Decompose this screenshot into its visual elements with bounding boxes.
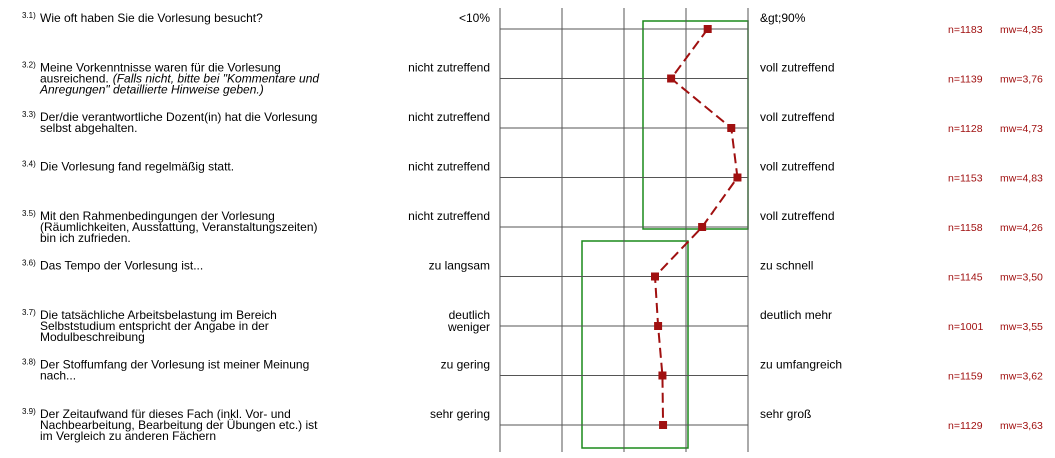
item-number: 3.5) — [22, 209, 36, 218]
item-number: 3.1) — [22, 11, 36, 20]
mean-marker — [733, 173, 742, 182]
n-label: n=1158 — [948, 222, 983, 234]
left-label: sehr gering — [430, 407, 490, 421]
question-note: (Falls nicht, bitte bei "Kommentare und — [113, 72, 320, 86]
item-number: 3.8) — [22, 358, 36, 367]
right-label: voll zutreffend — [760, 209, 835, 223]
left-label: nicht zutreffend — [408, 61, 490, 75]
mean-marker — [658, 371, 667, 380]
mean-label: mw=4,35 — [1000, 24, 1043, 36]
n-label: n=1145 — [948, 272, 983, 284]
question: nach... — [40, 369, 76, 383]
mean-marker — [651, 272, 659, 281]
left-label: nicht zutreffend — [408, 110, 490, 124]
mean-marker — [703, 25, 712, 33]
group-box — [581, 240, 689, 449]
item-number: 3.3) — [22, 110, 36, 119]
right-label: deutlich mehr — [760, 308, 832, 322]
left-label: <10% — [459, 11, 490, 25]
mean-label: mw=3,55 — [1000, 321, 1043, 333]
item-number: 3.2) — [22, 61, 36, 70]
question: bin ich zufrieden. — [40, 231, 131, 245]
left-label: zu langsam — [429, 259, 490, 273]
question: Modulbeschreibung — [40, 330, 145, 344]
right-label: &gt;90% — [760, 11, 806, 25]
question: im Vergleich zu anderen Fächern — [40, 429, 216, 443]
right-label: voll zutreffend — [760, 110, 835, 124]
item-number: 3.6) — [22, 259, 36, 268]
question: Wie oft haben Sie die Vorlesung besucht? — [40, 11, 263, 25]
n-label: n=1128 — [948, 123, 983, 135]
left-label: nicht zutreffend — [408, 209, 490, 223]
mean-label: mw=3,50 — [1000, 272, 1043, 284]
n-label: n=1159 — [948, 371, 983, 383]
n-label: n=1153 — [948, 173, 983, 185]
item-number: 3.7) — [22, 308, 36, 317]
question: Meine Vorkenntnisse waren für die Vorles… — [40, 61, 281, 75]
left-label: zu gering — [441, 358, 490, 372]
right-label: voll zutreffend — [760, 160, 835, 174]
mean-marker — [659, 421, 668, 429]
mean-label: mw=3,62 — [1000, 371, 1043, 383]
left-label: deutlich — [449, 308, 490, 322]
mean-label: mw=4,73 — [1000, 123, 1043, 135]
question: Selbststudium entspricht der Angabe in d… — [40, 319, 269, 333]
question-note: Anregungen" detaillierte Hinweise geben.… — [39, 83, 264, 97]
n-label: n=1001 — [948, 321, 983, 333]
item-number: 3.9) — [22, 407, 36, 416]
question: Der Stoffumfang der Vorlesung ist meiner… — [40, 358, 309, 372]
question: Das Tempo der Vorlesung ist... — [40, 259, 203, 273]
mean-label: mw=4,83 — [1000, 173, 1043, 185]
right-label: voll zutreffend — [760, 61, 835, 75]
n-label: n=1183 — [948, 24, 983, 36]
left-label: weniger — [447, 320, 490, 334]
left-label: nicht zutreffend — [408, 160, 490, 174]
mean-marker — [727, 124, 736, 132]
mean-label: mw=3,76 — [1000, 74, 1043, 86]
question: Nachbearbeitung, Bearbeitung der Übungen… — [40, 418, 318, 432]
question: Die tatsächliche Arbeitsbelastung im Ber… — [40, 308, 277, 322]
question: Der/die verantwortliche Dozent(in) hat d… — [40, 110, 317, 124]
right-label: zu schnell — [760, 259, 813, 273]
question: Der Zeitaufwand für dieses Fach (inkl. V… — [40, 407, 291, 421]
mean-marker — [654, 322, 663, 330]
right-label: sehr groß — [760, 407, 811, 421]
mean-marker — [698, 223, 707, 231]
right-label: zu umfangreich — [760, 358, 842, 372]
question: selbst abgehalten. — [40, 121, 137, 135]
question: Mit den Rahmenbedingungen der Vorlesung — [40, 209, 275, 223]
n-label: n=1129 — [948, 420, 983, 432]
item-number: 3.4) — [22, 160, 36, 169]
question: Die Vorlesung fand regelmäßig statt. — [40, 160, 234, 174]
mean-label: mw=3,63 — [1000, 420, 1043, 432]
question: (Räumlichkeiten, Ausstattung, Veranstalt… — [40, 220, 318, 234]
n-label: n=1139 — [948, 74, 983, 86]
mean-label: mw=4,26 — [1000, 222, 1043, 234]
mean-marker — [667, 74, 676, 83]
